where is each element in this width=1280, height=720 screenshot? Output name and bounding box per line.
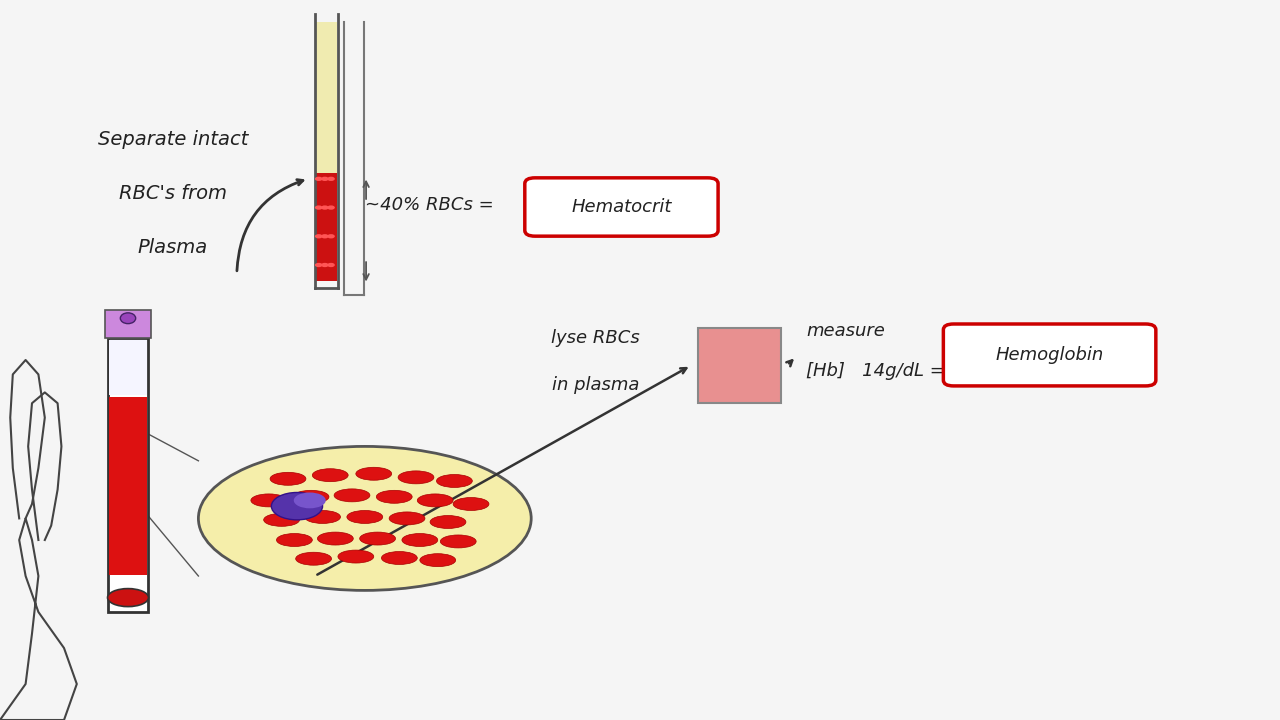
Bar <box>108 338 148 612</box>
Ellipse shape <box>376 490 412 503</box>
Text: Hematocrit: Hematocrit <box>571 198 672 216</box>
Ellipse shape <box>398 471 434 484</box>
Ellipse shape <box>305 510 340 523</box>
Ellipse shape <box>120 313 136 324</box>
Bar <box>105 310 151 338</box>
Text: Separate intact: Separate intact <box>97 130 248 148</box>
Ellipse shape <box>430 516 466 528</box>
Ellipse shape <box>271 492 323 520</box>
Circle shape <box>321 263 329 267</box>
Circle shape <box>328 205 335 210</box>
Text: in plasma: in plasma <box>552 376 639 395</box>
Ellipse shape <box>276 534 312 546</box>
Ellipse shape <box>389 512 425 525</box>
Circle shape <box>328 263 335 267</box>
Circle shape <box>321 234 329 238</box>
Ellipse shape <box>338 550 374 563</box>
Bar <box>316 22 337 180</box>
Ellipse shape <box>356 467 392 480</box>
Text: lyse RBCs: lyse RBCs <box>550 330 640 348</box>
Bar <box>698 328 781 403</box>
Bar <box>316 173 337 281</box>
Ellipse shape <box>360 532 396 545</box>
Text: RBC's from: RBC's from <box>119 184 227 202</box>
Circle shape <box>315 263 323 267</box>
Ellipse shape <box>108 589 148 606</box>
Circle shape <box>315 234 323 238</box>
Circle shape <box>328 176 335 181</box>
Circle shape <box>321 205 329 210</box>
Circle shape <box>315 205 323 210</box>
Ellipse shape <box>334 489 370 502</box>
Ellipse shape <box>294 492 326 508</box>
Ellipse shape <box>198 446 531 590</box>
Ellipse shape <box>270 472 306 485</box>
Ellipse shape <box>317 532 353 545</box>
Ellipse shape <box>420 554 456 567</box>
Ellipse shape <box>251 494 287 507</box>
Ellipse shape <box>417 494 453 507</box>
FancyBboxPatch shape <box>525 178 718 236</box>
Ellipse shape <box>312 469 348 482</box>
Text: ~40% RBCs =: ~40% RBCs = <box>365 197 499 215</box>
Text: Plasma: Plasma <box>138 238 207 256</box>
Circle shape <box>321 176 329 181</box>
Bar <box>109 340 147 395</box>
Ellipse shape <box>436 474 472 487</box>
Text: measure: measure <box>806 323 886 341</box>
Bar <box>109 397 147 575</box>
Circle shape <box>328 234 335 238</box>
Circle shape <box>315 176 323 181</box>
Ellipse shape <box>347 510 383 523</box>
Ellipse shape <box>440 535 476 548</box>
Text: Hemoglobin: Hemoglobin <box>996 346 1103 364</box>
Ellipse shape <box>296 552 332 565</box>
Ellipse shape <box>264 513 300 526</box>
Text: [Hb]   14g/dL =: [Hb] 14g/dL = <box>806 362 951 380</box>
Ellipse shape <box>293 490 329 503</box>
Ellipse shape <box>453 498 489 510</box>
Ellipse shape <box>402 534 438 546</box>
FancyBboxPatch shape <box>943 324 1156 386</box>
Ellipse shape <box>381 552 417 564</box>
